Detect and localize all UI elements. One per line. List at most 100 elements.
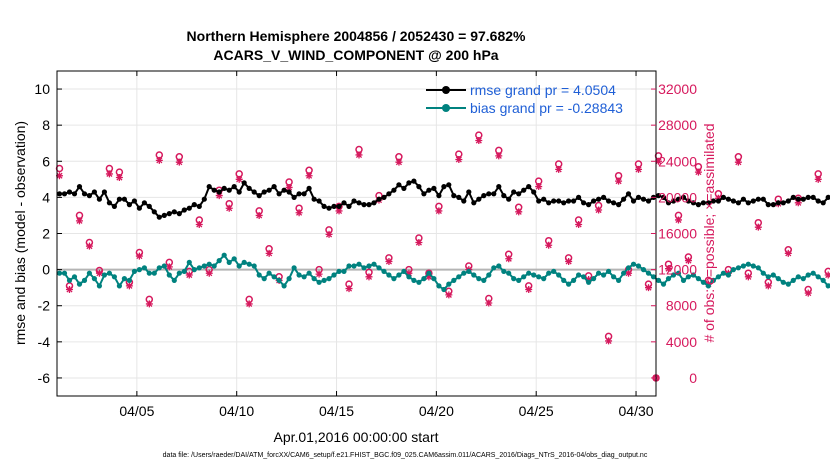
obs-assimilated-point-48 xyxy=(535,183,543,191)
rmse-point-110 xyxy=(606,198,612,204)
y-left-tick-label-0: -6 xyxy=(38,370,51,386)
rmse-point-116 xyxy=(635,194,642,200)
bias-point-113 xyxy=(621,270,627,276)
rmse-point-124 xyxy=(675,196,682,202)
bias-point-146 xyxy=(785,281,791,287)
bias-point-28 xyxy=(196,265,202,271)
obs-assimilated-point-12 xyxy=(175,158,183,166)
rmse-point-63 xyxy=(371,200,377,206)
rmse-point-21 xyxy=(161,212,167,218)
bias-point-115 xyxy=(630,261,637,267)
legend-rmse-label: rmse grand pr = 4.0504 xyxy=(470,82,616,98)
obs-assimilated-point-54 xyxy=(595,206,603,214)
bias-point-19 xyxy=(151,270,157,276)
y-right-tick-label-8: 32000 xyxy=(658,81,697,97)
rmse-point-72 xyxy=(416,184,422,190)
bias-point-69 xyxy=(401,268,407,274)
rmse-point-36 xyxy=(236,189,242,195)
bias-point-57 xyxy=(341,268,347,274)
rmse-point-149 xyxy=(800,196,806,202)
bias-point-51 xyxy=(311,276,317,282)
bias-point-0 xyxy=(56,270,63,276)
bias-point-68 xyxy=(396,272,402,278)
bias-point-78 xyxy=(446,281,452,287)
obs-assimilated-point-14 xyxy=(195,220,203,228)
obs-assimilated-point-31 xyxy=(365,273,373,281)
obs-assimilated-point-47 xyxy=(525,285,533,293)
obs-assimilated-point-20 xyxy=(255,211,263,219)
rmse-point-89 xyxy=(501,193,507,199)
obs-assimilated-point-66 xyxy=(714,194,722,202)
rmse-point-74 xyxy=(426,187,432,193)
bias-point-42 xyxy=(266,270,272,276)
rmse-point-27 xyxy=(191,202,197,208)
rmse-series xyxy=(56,178,830,220)
rmse-point-64 xyxy=(376,196,382,202)
x-tick-label-4: 04/25 xyxy=(519,403,554,419)
bias-point-130 xyxy=(705,283,712,289)
bias-point-100 xyxy=(556,272,562,278)
bias-point-34 xyxy=(226,259,232,265)
bias-point-58 xyxy=(346,263,352,269)
rmse-point-52 xyxy=(316,198,322,204)
rmse-point-107 xyxy=(591,198,597,204)
rmse-point-39 xyxy=(251,189,257,195)
obs-assimilated-point-3 xyxy=(85,242,93,250)
rmse-point-144 xyxy=(775,200,781,206)
rmse-line xyxy=(59,179,830,219)
rmse-point-73 xyxy=(421,191,427,197)
rmse-point-130 xyxy=(705,200,712,206)
rmse-point-61 xyxy=(361,202,367,208)
rmse-point-67 xyxy=(391,187,397,193)
obs-assimilated-point-70 xyxy=(754,223,762,231)
bias-point-21 xyxy=(161,263,167,269)
rmse-point-14 xyxy=(126,202,132,208)
obs-assimilated-point-44 xyxy=(495,152,503,160)
rmse-point-134 xyxy=(725,196,732,202)
obs-assimilated-point-10 xyxy=(155,156,163,164)
bias-point-73 xyxy=(421,276,427,282)
obs-assimilated-point-17 xyxy=(225,204,233,212)
bias-point-103 xyxy=(571,277,577,283)
bias-series xyxy=(56,252,830,293)
obs-assimilated-point-13 xyxy=(185,271,193,279)
bias-point-124 xyxy=(675,270,682,276)
bias-point-37 xyxy=(241,259,247,265)
obs-assimilated-point-2 xyxy=(75,217,83,225)
obs-assimilated-point-75 xyxy=(804,289,812,297)
bias-point-67 xyxy=(391,276,397,282)
obs-assimilated-point-24 xyxy=(295,209,303,217)
bias-point-139 xyxy=(750,263,756,269)
x-tick-label-0: 04/05 xyxy=(119,403,154,419)
bias-point-92 xyxy=(516,277,522,283)
obs-assimilated-point-77 xyxy=(824,271,830,279)
rmse-point-125 xyxy=(680,194,687,200)
rmse-point-80 xyxy=(456,194,462,200)
obs-assimilated-point-43 xyxy=(485,299,493,307)
bias-point-145 xyxy=(780,279,786,285)
y-left-tick-label-2: -2 xyxy=(38,298,51,314)
rmse-point-3 xyxy=(71,191,78,197)
rmse-point-26 xyxy=(186,205,192,211)
bias-point-38 xyxy=(246,261,252,267)
rmse-point-97 xyxy=(541,196,547,202)
bias-point-102 xyxy=(566,281,572,287)
rmse-point-94 xyxy=(526,184,532,190)
bias-point-14 xyxy=(126,277,132,283)
rmse-point-10 xyxy=(106,200,112,206)
rmse-point-150 xyxy=(805,194,811,200)
bias-point-23 xyxy=(171,277,177,283)
obs-assimilated-point-35 xyxy=(405,269,413,277)
rmse-point-143 xyxy=(770,202,776,208)
rmse-point-93 xyxy=(521,187,527,193)
bias-point-45 xyxy=(281,283,287,289)
obs-assimilated-point-64 xyxy=(694,168,702,176)
rmse-point-47 xyxy=(291,194,297,200)
rmse-point-11 xyxy=(111,203,117,209)
rmse-point-5 xyxy=(81,191,88,197)
bias-point-95 xyxy=(531,272,537,278)
rmse-point-32 xyxy=(216,189,222,195)
rmse-point-123 xyxy=(670,198,677,204)
bias-point-147 xyxy=(790,277,796,283)
x-tick-label-2: 04/15 xyxy=(319,403,354,419)
